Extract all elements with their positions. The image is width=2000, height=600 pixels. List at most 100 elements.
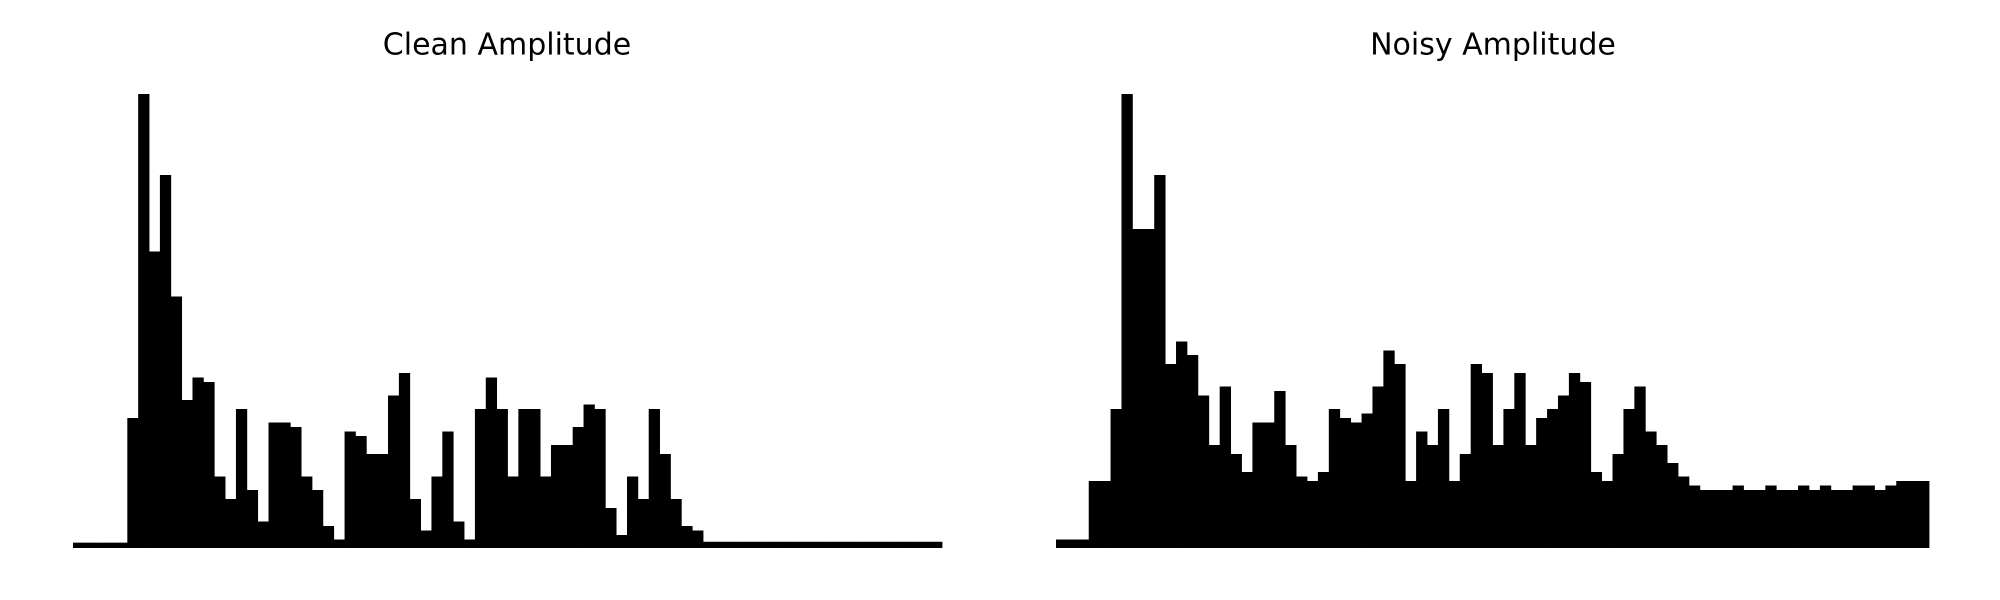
- amplitude-bar: [1819, 485, 1832, 548]
- amplitude-bar: [735, 541, 747, 548]
- amplitude-bar: [1230, 454, 1242, 548]
- amplitude-bar: [1143, 229, 1155, 548]
- amplitude-bar: [1754, 490, 1766, 548]
- amplitude-bar: [181, 400, 193, 548]
- amplitude-bar: [1732, 485, 1744, 548]
- amplitude-bar: [1841, 490, 1854, 548]
- amplitude-bar: [768, 541, 780, 548]
- amplitude-bar: [1448, 481, 1461, 548]
- amplitude-bar: [659, 454, 671, 548]
- amplitude-bar: [1186, 355, 1199, 548]
- amplitude-bar: [420, 530, 432, 548]
- amplitude-bar: [1132, 229, 1144, 548]
- amplitude-bar: [311, 490, 324, 548]
- amplitude-bar: [485, 377, 498, 548]
- amplitude-bar: [214, 476, 226, 548]
- amplitude-bar: [703, 541, 715, 548]
- amplitude-bar: [692, 530, 704, 548]
- amplitude-bar: [1568, 373, 1581, 548]
- amplitude-bar: [1492, 445, 1504, 548]
- amplitude-bar: [1263, 422, 1275, 548]
- amplitude-bar: [887, 541, 899, 548]
- amplitude-bar: [1656, 445, 1668, 548]
- amplitude-bar: [1154, 175, 1166, 548]
- amplitude-bar: [898, 541, 910, 548]
- amplitude-bar: [724, 541, 737, 548]
- amplitude-bar: [192, 377, 204, 548]
- amplitude-bar: [1328, 409, 1341, 548]
- amplitude-bar: [1623, 409, 1635, 548]
- amplitude-bar: [159, 175, 172, 548]
- amplitude-bar: [1306, 481, 1319, 548]
- amplitude-bar: [1339, 418, 1352, 548]
- amplitude-bar: [1459, 454, 1472, 548]
- amplitude-bar: [170, 296, 183, 548]
- amplitude-bar: [681, 526, 693, 548]
- amplitude-bar: [1405, 481, 1417, 548]
- amplitude-bar: [1765, 485, 1777, 548]
- amplitude-bar: [366, 454, 378, 548]
- amplitude-bar: [257, 521, 269, 548]
- amplitude-bar: [1165, 364, 1177, 548]
- amplitude-bar: [789, 541, 802, 548]
- amplitude-bar: [1601, 481, 1613, 548]
- amplitude-bar: [1317, 472, 1330, 548]
- amplitude-bar: [225, 499, 237, 548]
- amplitude-bar: [811, 541, 823, 548]
- amplitude-bar: [149, 251, 161, 548]
- amplitude-bar: [116, 542, 128, 548]
- amplitude-bar: [409, 499, 421, 548]
- amplitude-bar: [1427, 445, 1439, 548]
- amplitude-bar: [355, 436, 367, 548]
- amplitude-bar: [203, 382, 215, 548]
- amplitude-bar: [1503, 409, 1515, 548]
- amplitude-bar: [1416, 431, 1428, 548]
- amplitude-bar: [442, 431, 454, 548]
- amplitude-bar: [1579, 382, 1592, 548]
- amplitude-bar: [626, 476, 639, 548]
- amplitude-bar: [1121, 94, 1133, 548]
- amplitude-bar: [301, 476, 313, 548]
- amplitude-bar: [322, 526, 335, 548]
- amplitude-bar: [1296, 476, 1308, 548]
- amplitude-bar: [1197, 395, 1210, 548]
- amplitude-bar: [1361, 413, 1373, 548]
- amplitude-bar: [1634, 386, 1646, 548]
- chart-title: Noisy Amplitude: [1370, 28, 1616, 63]
- amplitude-bar: [1612, 454, 1624, 548]
- amplitude-bar: [290, 427, 302, 548]
- amplitude-bar: [529, 409, 541, 548]
- amplitude-bar: [1699, 490, 1712, 548]
- amplitude-bar: [865, 541, 878, 548]
- amplitude-bar: [398, 373, 411, 548]
- amplitude-bar: [73, 542, 85, 548]
- amplitude-bar: [1525, 445, 1537, 548]
- amplitude-bar: [246, 490, 259, 548]
- amplitude-bar: [1743, 490, 1755, 548]
- amplitude-bar: [388, 395, 400, 548]
- amplitude-bar: [1252, 422, 1264, 548]
- amplitude-bar: [464, 539, 476, 548]
- amplitude-bar: [616, 535, 628, 548]
- amplitude-bar: [1350, 422, 1362, 548]
- chart-title: Clean Amplitude: [383, 28, 631, 63]
- amplitude-bar: [1208, 445, 1221, 548]
- amplitude-bar: [333, 539, 345, 548]
- amplitude-bar: [1383, 350, 1395, 548]
- amplitude-bar: [377, 454, 389, 548]
- amplitude-bar: [1536, 418, 1548, 548]
- amplitude-bar: [779, 541, 791, 548]
- amplitude-bar: [105, 542, 117, 548]
- amplitude-bar: [1437, 409, 1450, 548]
- amplitude-bar: [1645, 431, 1657, 548]
- amplitude-bar: [507, 476, 519, 548]
- amplitude-bar: [1830, 490, 1843, 548]
- amplitude-bar: [268, 422, 280, 548]
- amplitude-bar: [746, 541, 758, 548]
- amplitude-bar: [1787, 490, 1799, 548]
- amplitude-bar: [833, 541, 845, 548]
- amplitude-bar: [279, 422, 291, 548]
- amplitude-bar: [800, 541, 813, 548]
- amplitude-bar: [648, 409, 660, 548]
